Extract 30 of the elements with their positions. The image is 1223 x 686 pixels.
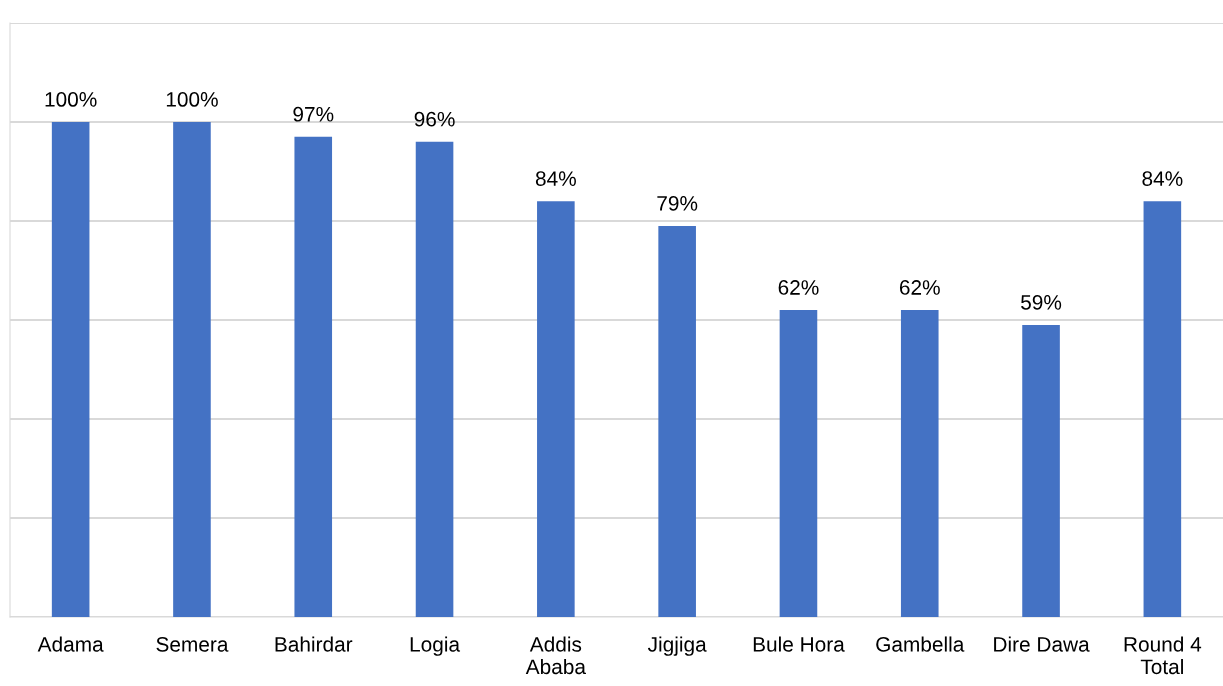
x-tick-label: Round 4 Total bbox=[1124, 636, 1202, 675]
x-tick-label: Semera bbox=[156, 636, 229, 652]
bar bbox=[51, 122, 90, 617]
data-label: 100% bbox=[166, 92, 218, 107]
bar bbox=[1022, 324, 1060, 617]
data-label: 84% bbox=[1142, 171, 1183, 186]
bar bbox=[1143, 201, 1182, 617]
bar bbox=[173, 122, 211, 617]
bar bbox=[294, 136, 333, 617]
data-label: 59% bbox=[1021, 294, 1062, 310]
bar bbox=[779, 310, 818, 617]
data-label: 62% bbox=[778, 280, 819, 295]
bar bbox=[658, 225, 696, 617]
x-tick-label: Bule Hora bbox=[753, 636, 845, 652]
x-tick-label: Adama bbox=[37, 636, 104, 652]
data-label: 84% bbox=[535, 171, 576, 186]
x-tick-label: Bahirdar bbox=[275, 636, 353, 652]
bar bbox=[900, 310, 939, 617]
bar bbox=[415, 141, 454, 617]
x-tick-label: Addis Ababa bbox=[525, 636, 586, 675]
x-tick-label: Logia bbox=[410, 636, 461, 656]
data-label: 100% bbox=[45, 92, 97, 107]
data-label: 79% bbox=[657, 195, 698, 211]
data-label: 97% bbox=[293, 106, 334, 122]
data-label: 96% bbox=[414, 111, 455, 127]
bar bbox=[537, 201, 575, 617]
x-tick-label: Gambella bbox=[876, 636, 965, 652]
x-tick-label: Dire Dawa bbox=[994, 636, 1090, 652]
data-label: 62% bbox=[899, 280, 940, 295]
x-tick-label: Jigjiga bbox=[647, 636, 707, 656]
